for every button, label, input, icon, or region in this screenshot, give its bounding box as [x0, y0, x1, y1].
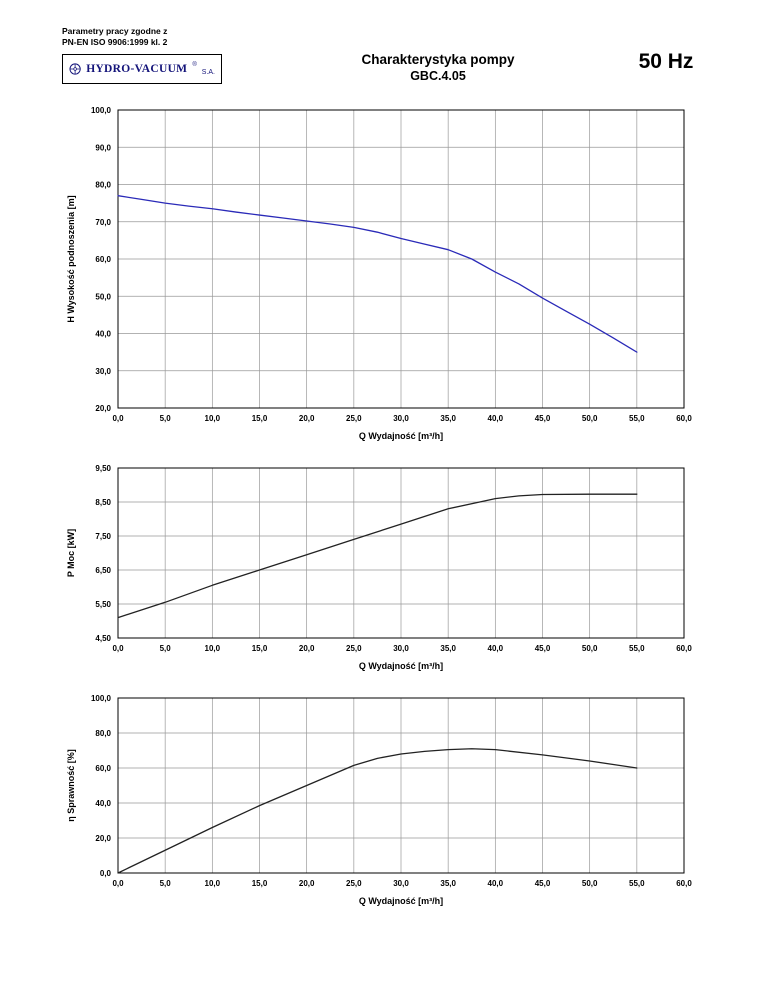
svg-text:30,0: 30,0 — [393, 879, 409, 888]
svg-text:Q Wydajność [m³/h]: Q Wydajność [m³/h] — [359, 431, 443, 441]
svg-text:Q Wydajność [m³/h]: Q Wydajność [m³/h] — [359, 896, 443, 906]
svg-text:P Moc [kW]: P Moc [kW] — [66, 529, 76, 577]
svg-text:7,50: 7,50 — [95, 532, 111, 541]
svg-text:100,0: 100,0 — [91, 694, 112, 703]
svg-text:5,0: 5,0 — [160, 414, 172, 423]
svg-text:9,50: 9,50 — [95, 464, 111, 473]
svg-text:η Sprawność [%]: η Sprawność [%] — [66, 749, 76, 822]
svg-text:55,0: 55,0 — [629, 644, 645, 653]
svg-text:10,0: 10,0 — [205, 644, 221, 653]
svg-text:4,50: 4,50 — [95, 634, 111, 643]
svg-text:45,0: 45,0 — [535, 644, 551, 653]
standard-note-line1: Parametry pracy zgodne z — [62, 26, 168, 36]
svg-text:30,0: 30,0 — [393, 644, 409, 653]
svg-text:35,0: 35,0 — [440, 644, 456, 653]
svg-text:50,0: 50,0 — [582, 879, 598, 888]
svg-text:35,0: 35,0 — [440, 879, 456, 888]
svg-text:80,0: 80,0 — [95, 729, 111, 738]
svg-text:45,0: 45,0 — [535, 879, 551, 888]
svg-text:55,0: 55,0 — [629, 879, 645, 888]
svg-text:40,0: 40,0 — [488, 414, 504, 423]
efficiency-chart: 0,0 5,0 10,0 15,0 20,0 25,0 30,0 35,0 40,0 45,0 50… — [62, 688, 730, 909]
document-title: Charakterystyka pompy — [361, 52, 515, 67]
svg-text:25,0: 25,0 — [346, 414, 362, 423]
svg-text:0,0: 0,0 — [112, 414, 124, 423]
svg-text:0,0: 0,0 — [112, 879, 124, 888]
standard-note-line2: PN-EN ISO 9906:1999 kl. 2 — [62, 36, 168, 47]
svg-text:20,0: 20,0 — [95, 834, 111, 843]
svg-text:20,0: 20,0 — [95, 404, 111, 413]
svg-text:10,0: 10,0 — [205, 879, 221, 888]
svg-text:5,0: 5,0 — [160, 644, 172, 653]
svg-text:50,0: 50,0 — [582, 414, 598, 423]
hq-chart: 0,0 5,0 10,0 15,0 20,0 25,0 30,0 35,0 40,0 45,0 50… — [62, 100, 730, 444]
svg-text:35,0: 35,0 — [440, 414, 456, 423]
svg-text:80,0: 80,0 — [95, 181, 111, 190]
svg-text:0,0: 0,0 — [100, 869, 112, 878]
hydro-vacuum-logo-icon — [69, 63, 81, 75]
pump-model: GBC.4.05 — [410, 68, 466, 83]
svg-text:20,0: 20,0 — [299, 414, 315, 423]
svg-text:15,0: 15,0 — [252, 879, 268, 888]
svg-text:5,0: 5,0 — [160, 879, 172, 888]
svg-text:40,0: 40,0 — [95, 330, 111, 339]
svg-text:25,0: 25,0 — [346, 644, 362, 653]
header: Parametry pracy zgodne z PN-EN ISO 9906:… — [62, 26, 730, 85]
svg-text:55,0: 55,0 — [629, 414, 645, 423]
svg-text:60,0: 60,0 — [676, 879, 692, 888]
logo-text: HYDRO-VACUUM — [86, 63, 188, 76]
hydro-vacuum-logo: HYDRO-VACUUM ® S.A. — [62, 54, 222, 85]
svg-text:30,0: 30,0 — [95, 367, 111, 376]
svg-text:8,50: 8,50 — [95, 498, 111, 507]
svg-text:30,0: 30,0 — [393, 414, 409, 423]
svg-text:10,0: 10,0 — [205, 414, 221, 423]
header-center: Charakterystyka pompy GBC.4.05 — [274, 26, 602, 83]
svg-text:0,0: 0,0 — [112, 644, 124, 653]
svg-text:70,0: 70,0 — [95, 218, 111, 227]
frequency-label: 50 Hz — [638, 50, 694, 73]
standard-note: Parametry pracy zgodne z PN-EN ISO 9906:… — [62, 26, 274, 47]
power-chart: 0,0 5,0 10,0 15,0 20,0 25,0 30,0 35,0 40,0 45,0 50… — [62, 458, 730, 674]
charts-area: 0,0 5,0 10,0 15,0 20,0 25,0 30,0 35,0 40,0 45,0 50… — [62, 100, 730, 909]
svg-text:20,0: 20,0 — [299, 644, 315, 653]
svg-text:Q Wydajność [m³/h]: Q Wydajność [m³/h] — [359, 661, 443, 671]
svg-text:40,0: 40,0 — [95, 799, 111, 808]
svg-text:5,50: 5,50 — [95, 600, 111, 609]
logo-suffix: S.A. — [201, 68, 215, 76]
registered-mark: ® — [192, 62, 197, 69]
svg-text:90,0: 90,0 — [95, 144, 111, 153]
svg-text:H Wysokość podnoszenia [m]: H Wysokość podnoszenia [m] — [66, 196, 76, 323]
svg-text:20,0: 20,0 — [299, 879, 315, 888]
svg-text:40,0: 40,0 — [488, 644, 504, 653]
svg-text:6,50: 6,50 — [95, 566, 111, 575]
svg-text:15,0: 15,0 — [252, 644, 268, 653]
svg-text:25,0: 25,0 — [346, 879, 362, 888]
pump-datasheet-page: Parametry pracy zgodne z PN-EN ISO 9906:… — [62, 26, 730, 909]
svg-text:50,0: 50,0 — [95, 293, 111, 302]
svg-text:60,0: 60,0 — [95, 764, 111, 773]
svg-text:60,0: 60,0 — [95, 255, 111, 264]
svg-text:40,0: 40,0 — [488, 879, 504, 888]
svg-text:60,0: 60,0 — [676, 414, 692, 423]
svg-text:15,0: 15,0 — [252, 414, 268, 423]
header-left: Parametry pracy zgodne z PN-EN ISO 9906:… — [62, 26, 274, 85]
svg-text:100,0: 100,0 — [91, 106, 112, 115]
svg-text:50,0: 50,0 — [582, 644, 598, 653]
svg-text:60,0: 60,0 — [676, 644, 692, 653]
svg-text:45,0: 45,0 — [535, 414, 551, 423]
